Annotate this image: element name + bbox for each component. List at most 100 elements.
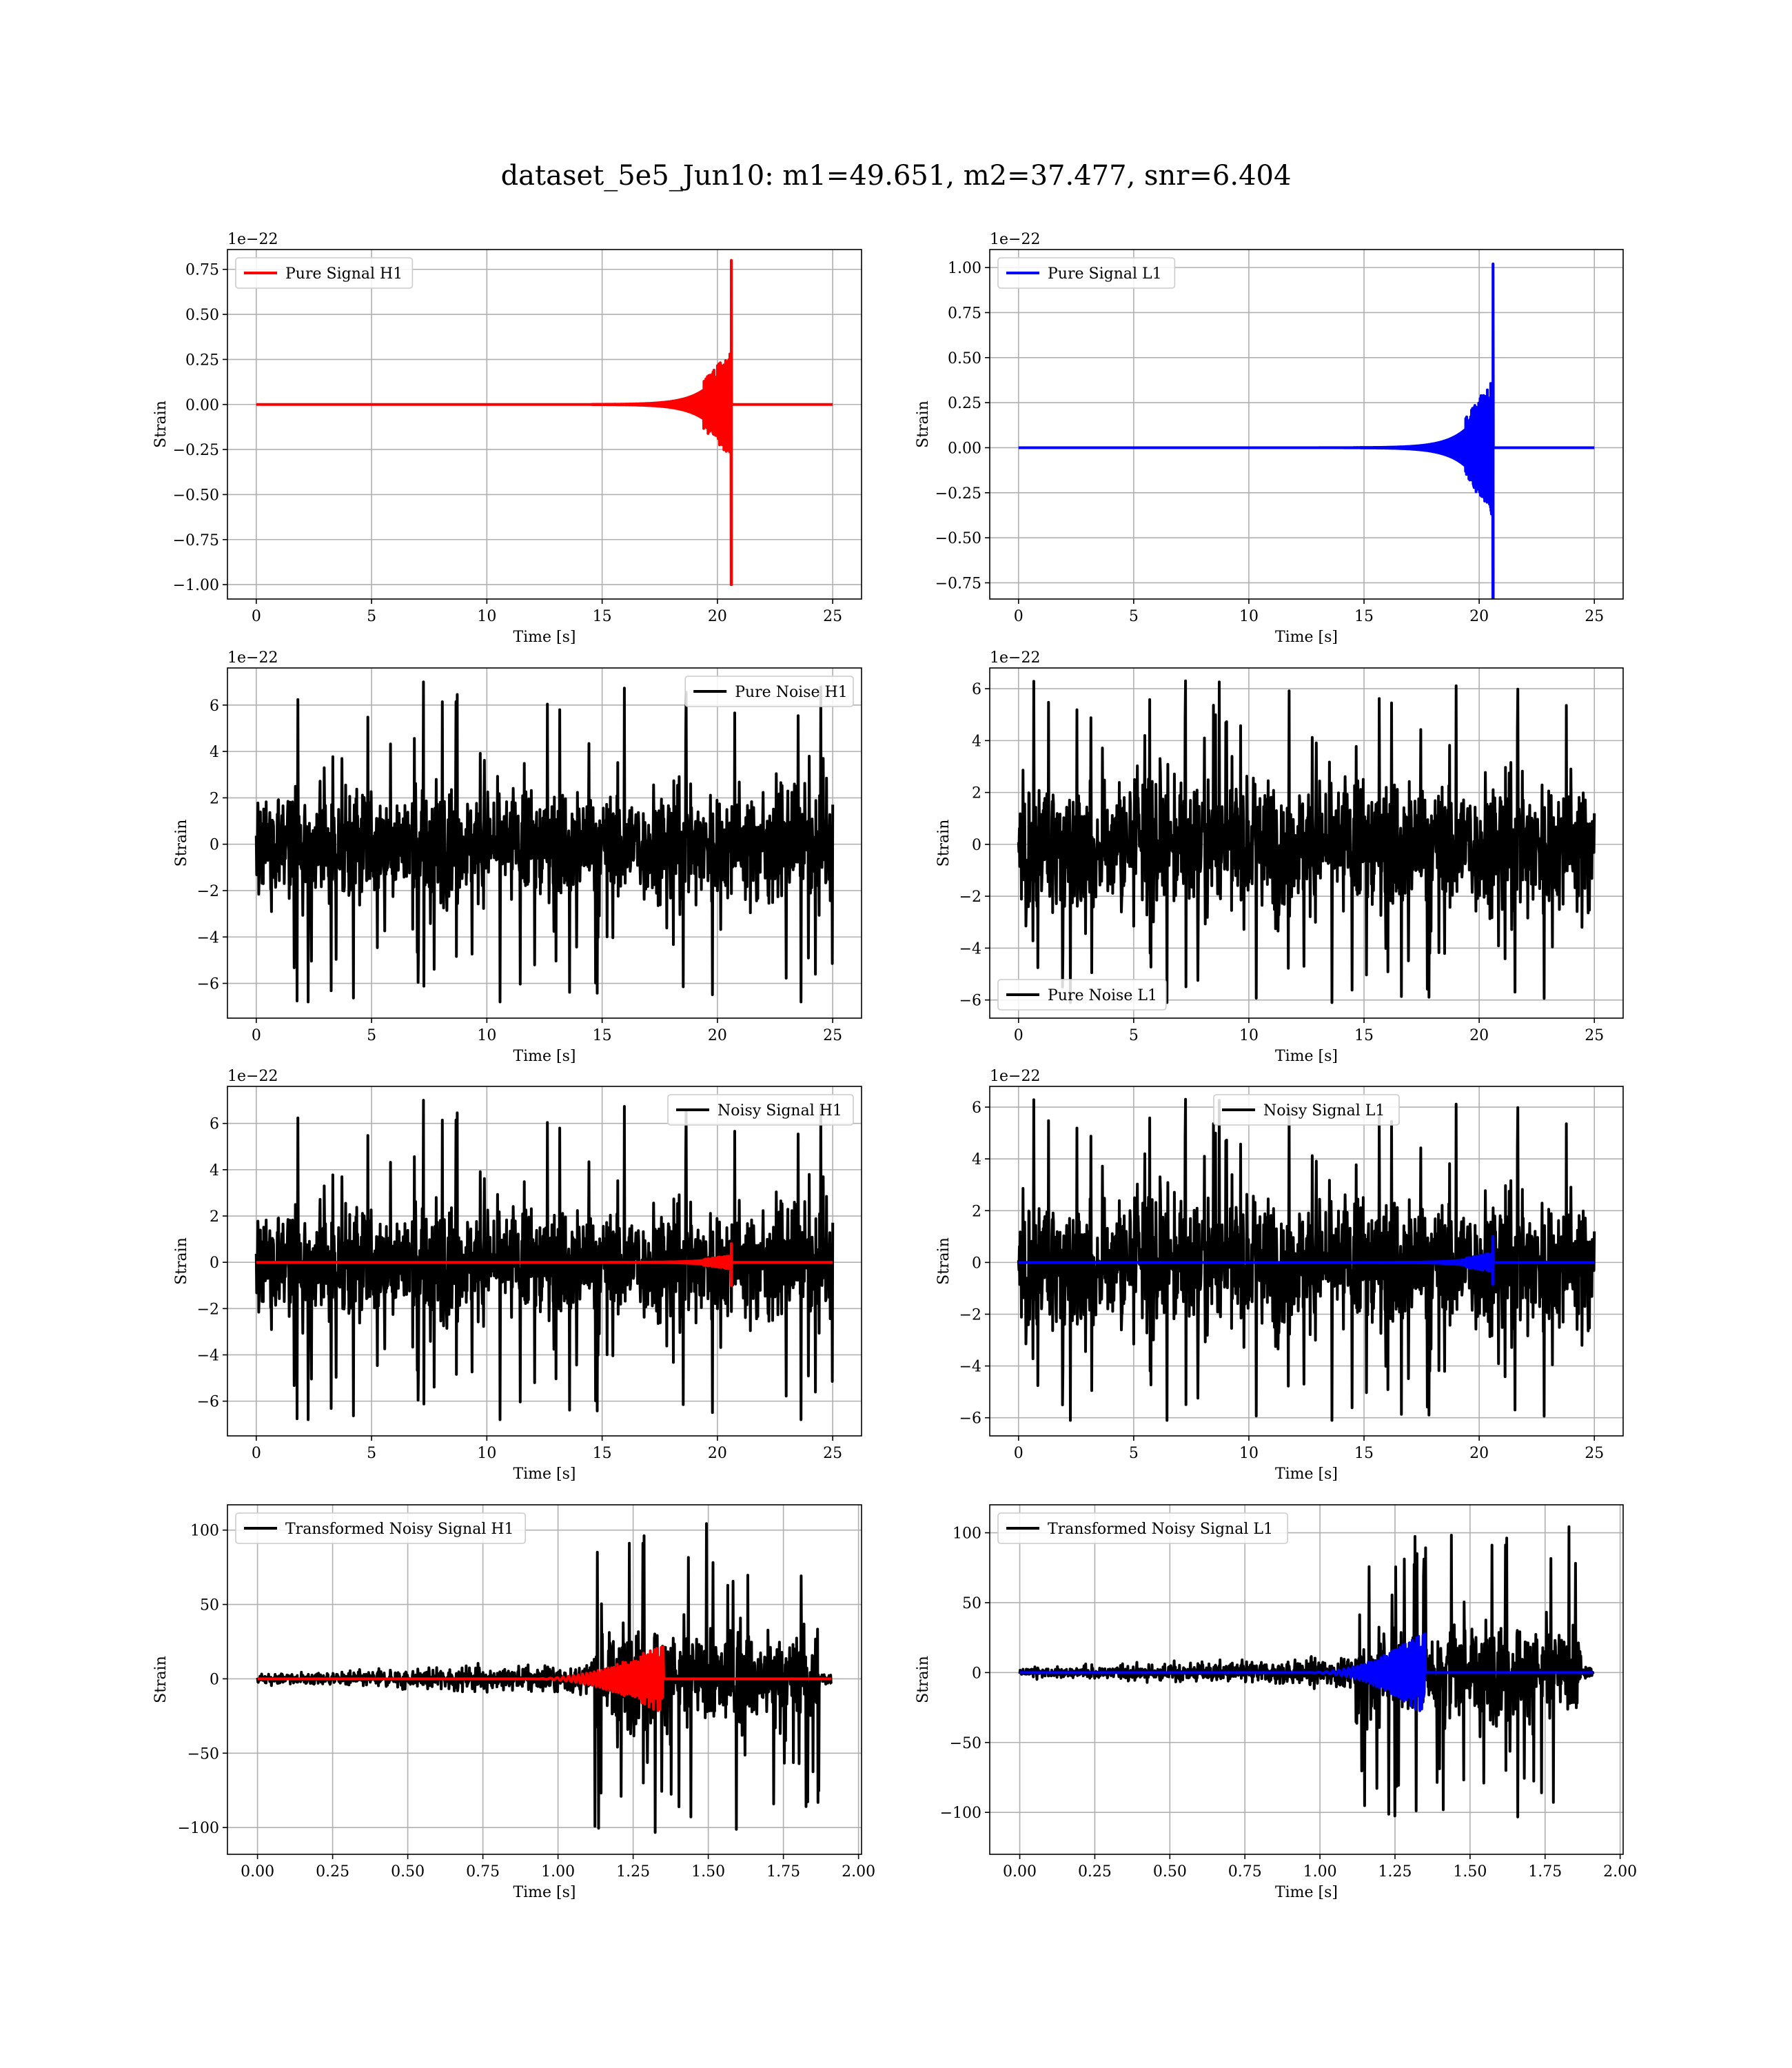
legend-box	[1213, 1094, 1400, 1126]
axes-frame	[227, 1086, 862, 1437]
x-tick-label: 0.50	[1153, 1863, 1187, 1881]
x-tick-label: 10	[1239, 1027, 1259, 1044]
x-tick-label: 0.75	[466, 1863, 500, 1881]
x-axis-label: Time [s]	[513, 1466, 576, 1483]
y-tick-label: −6	[197, 1394, 219, 1411]
x-tick-label: 0.75	[1228, 1863, 1262, 1881]
series-group	[1017, 679, 1596, 1004]
y-tick-label: 0.75	[185, 262, 219, 279]
series-group	[254, 680, 835, 1004]
y-tick-label: −0.75	[173, 532, 219, 549]
axes-frame	[989, 1504, 1624, 1855]
y-tick-label: −4	[197, 1347, 219, 1364]
x-tick-label: 1.25	[1378, 1863, 1412, 1881]
y-tick-label: −0.50	[173, 487, 219, 504]
series-group	[254, 1099, 835, 1421]
offset-text: 1e−22	[990, 1068, 1040, 1085]
x-axis-label: Time [s]	[513, 629, 576, 646]
y-tick-label: 0	[972, 1255, 981, 1272]
y-tick-label: −0.25	[935, 485, 981, 503]
series-line-pure-signal-h1	[255, 258, 834, 587]
legend-label: Transformed Noisy Signal L1	[1048, 1521, 1273, 1538]
series-line-overlay-1	[256, 1645, 833, 1712]
x-tick-label: 0.25	[316, 1863, 349, 1881]
y-axis-label: Strain	[152, 401, 170, 448]
x-tick-label: 1.00	[541, 1863, 575, 1881]
series-line-transformed-noisy-signal-l1	[1018, 1525, 1595, 1818]
x-tick-label: 0	[1014, 1027, 1024, 1044]
x-tick-label: 0.25	[1078, 1863, 1112, 1881]
y-tick-label: 4	[972, 733, 981, 750]
legend: Pure Noise H1	[684, 676, 854, 707]
legend-label: Pure Noise H1	[735, 684, 848, 701]
y-tick-label: −4	[959, 1359, 981, 1376]
legend: Transformed Noisy Signal H1	[235, 1512, 527, 1544]
y-tick-label: −2	[197, 883, 219, 900]
y-tick-label: −0.75	[935, 575, 981, 592]
y-tick-label: 50	[200, 1597, 219, 1614]
x-axis-label: Time [s]	[1275, 1466, 1338, 1483]
panel-transformed-noisy-signal-h1: 0.00 0.25 0.50 0.75 1.00 1.25 1.50 1.75 2.00 100 5…	[152, 1504, 875, 1901]
x-tick-label: 0	[1014, 1445, 1024, 1462]
x-tick-label: 2.00	[1603, 1863, 1637, 1881]
y-tick-label: 2	[972, 1203, 981, 1220]
y-tick-label: 0.00	[185, 397, 219, 414]
y-tick-label: 6	[210, 1116, 219, 1133]
x-tick-label: 15	[593, 608, 612, 625]
y-tick-label: −0.25	[173, 442, 219, 459]
x-tick-label: 20	[1469, 1445, 1489, 1462]
x-tick-label: 0.00	[241, 1863, 274, 1881]
y-tick-label: −2	[197, 1301, 219, 1318]
x-tick-label: 10	[477, 1027, 496, 1044]
x-tick-label: 20	[1469, 608, 1489, 625]
y-tick-label: 0.00	[948, 440, 981, 457]
y-tick-label: −0.50	[935, 530, 981, 547]
x-tick-label: 25	[1585, 1027, 1604, 1044]
axes-frame	[227, 1504, 862, 1855]
x-tick-label: 2.00	[842, 1863, 875, 1881]
y-tick-label: 0.25	[185, 352, 219, 369]
x-tick-label: 15	[1354, 1027, 1374, 1044]
series-line-overlay-1	[1019, 1632, 1594, 1712]
series-group	[1017, 262, 1596, 599]
panel-pure-signal-l1: 0 5 10 15 20 25 1.00 0.75 0.50 0.25 0.00 −0.25 −0.50…	[915, 231, 1624, 646]
legend-box	[667, 1094, 854, 1126]
legend-label: Transformed Noisy Signal H1	[285, 1521, 514, 1538]
y-axis-label: Strain	[915, 1656, 932, 1703]
y-tick-label: 2	[972, 785, 981, 802]
x-tick-label: 1.75	[766, 1863, 800, 1881]
y-tick-label: 1.00	[948, 260, 981, 277]
x-axis-label: Time [s]	[1275, 1884, 1338, 1901]
x-tick-label: 20	[1469, 1027, 1489, 1044]
y-tick-label: 0	[210, 837, 219, 854]
panel-pure-signal-h1: 0 5 10 15 20 25 0.75 0.50 0.25 0.00 −0.25 −0.50 −0.7…	[152, 231, 862, 646]
axes-frame	[227, 667, 862, 1019]
x-tick-label: 0	[252, 608, 261, 625]
y-tick-label: −2	[959, 889, 981, 906]
y-tick-label: 50	[962, 1595, 981, 1612]
x-tick-label: 15	[593, 1445, 612, 1462]
y-tick-label: 0	[972, 1665, 981, 1682]
series-group	[256, 1522, 833, 1834]
series-line-overlay-1	[255, 1242, 834, 1287]
offset-text: 1e−22	[990, 231, 1040, 248]
y-tick-label: 0.50	[185, 307, 219, 324]
x-tick-label: 0.50	[391, 1863, 425, 1881]
y-axis-label: Strain	[173, 820, 190, 867]
y-tick-label: −6	[197, 976, 219, 993]
series-line-pure-noise-l1	[1017, 679, 1596, 1004]
y-tick-label: 6	[972, 1099, 981, 1117]
x-tick-label: 1.50	[1453, 1863, 1487, 1881]
legend-label: Noisy Signal H1	[717, 1102, 842, 1119]
panel-transformed-noisy-signal-l1: 0.00 0.25 0.50 0.75 1.00 1.25 1.50 1.75 2.00 100 5…	[915, 1504, 1637, 1901]
y-axis-label: Strain	[935, 820, 953, 867]
offset-text: 1e−22	[227, 649, 278, 667]
x-tick-label: 1.75	[1528, 1863, 1562, 1881]
x-tick-label: 0	[1014, 608, 1024, 625]
legend-box	[235, 1512, 527, 1544]
legend: Pure Signal H1	[235, 257, 414, 289]
